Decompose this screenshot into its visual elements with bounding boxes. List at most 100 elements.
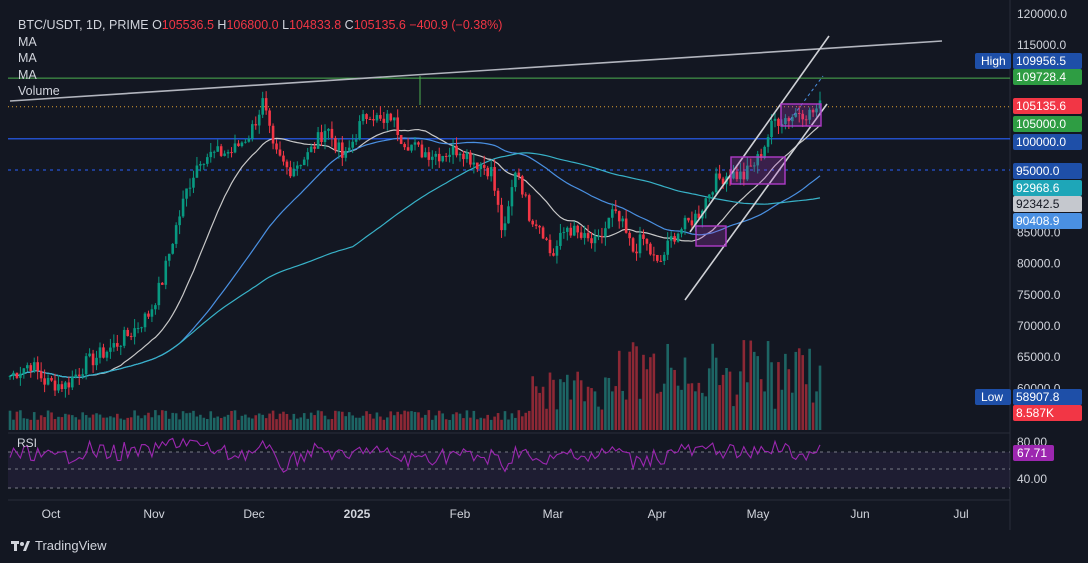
price-tag[interactable]: 105135.6: [1013, 98, 1082, 114]
volume-bar: [219, 418, 223, 430]
price-tag[interactable]: 95000.0: [1013, 163, 1082, 179]
volume-bar: [773, 408, 777, 430]
volume-bar: [330, 418, 334, 430]
volume-bar: [555, 409, 559, 430]
candle: [74, 369, 78, 379]
candle: [334, 135, 337, 154]
channel-lower: [684, 103, 828, 301]
price-tag[interactable]: 8.587K: [1013, 405, 1082, 421]
candle: [268, 108, 271, 134]
candle: [237, 140, 240, 147]
price-tag[interactable]: 109728.4: [1013, 69, 1082, 85]
candle: [514, 171, 517, 192]
price-tag[interactable]: 90408.9: [1013, 213, 1082, 229]
candle: [26, 362, 29, 372]
volume-bar: [77, 419, 81, 430]
volume-bar: [84, 415, 88, 430]
volume-bar: [226, 414, 230, 430]
candle: [451, 138, 455, 164]
volume-bar: [756, 356, 759, 430]
candle: [434, 151, 438, 166]
candle: [323, 124, 327, 150]
candle: [611, 203, 614, 227]
price-tick-label: 70000.0: [1017, 319, 1061, 333]
symbol-label[interactable]: BTC/USDT, 1D, PRIME: [18, 18, 149, 32]
candle: [105, 350, 109, 362]
price-tag[interactable]: 105000.0: [1013, 116, 1082, 132]
candle: [631, 236, 635, 253]
candle: [566, 226, 569, 241]
time-tick-label: Jun: [850, 507, 869, 521]
volume-bar: [247, 417, 251, 430]
volume-bar: [313, 415, 316, 430]
candle: [188, 178, 192, 197]
candle: [507, 200, 510, 224]
consolidation-box-0: [695, 225, 727, 247]
candle: [489, 160, 493, 182]
volume-bar: [302, 413, 306, 430]
rsi-legend[interactable]: RSI: [17, 436, 38, 450]
candle: [109, 338, 112, 359]
volume-bar: [192, 410, 195, 430]
candle: [431, 150, 434, 169]
price-tag[interactable]: 109956.5 High: [975, 53, 1082, 69]
ma-legend-3[interactable]: MA: [18, 67, 37, 82]
candle: [749, 158, 753, 167]
volume-bar: [81, 412, 84, 430]
volume-bar: [593, 391, 597, 430]
volume-bar: [327, 419, 330, 430]
candle: [382, 111, 386, 129]
candle: [711, 191, 714, 201]
candle: [257, 109, 261, 134]
volume-bar: [109, 416, 112, 430]
volume-bar: [462, 418, 465, 430]
volume-bar: [770, 362, 773, 430]
candle: [417, 141, 420, 147]
rsi-value: 67.71: [1017, 446, 1047, 460]
volume-bar: [662, 383, 666, 430]
tradingview-brand[interactable]: TradingView: [11, 538, 107, 553]
candle: [164, 256, 168, 290]
ma-legend-2[interactable]: MA: [18, 51, 37, 66]
price-tag[interactable]: 100000.0: [1013, 134, 1082, 150]
price-tag[interactable]: 92342.5: [1013, 196, 1082, 212]
candle: [680, 227, 683, 238]
volume-bar: [188, 412, 192, 430]
candle: [406, 137, 410, 151]
candle: [593, 229, 597, 252]
candle: [161, 281, 164, 285]
volume-bar: [60, 417, 64, 430]
price-tag[interactable]: 58907.8 Low: [975, 389, 1082, 405]
candle: [365, 113, 368, 124]
volume-bar: [804, 384, 808, 430]
volume-legend[interactable]: Volume: [18, 84, 60, 99]
candle: [794, 107, 798, 118]
volume-bar: [444, 419, 448, 430]
candle: [545, 236, 548, 241]
volume-bar: [766, 341, 770, 430]
volume-group: [8, 340, 822, 430]
candle: [597, 229, 600, 241]
volume-bar: [455, 412, 458, 430]
volume-bar: [659, 391, 663, 430]
candle: [548, 234, 552, 257]
volume-bar: [22, 418, 26, 430]
volume-bar: [282, 411, 285, 430]
volume-bar: [12, 419, 15, 430]
change-value: −400.9 (−0.38%): [409, 18, 503, 32]
volume-bar: [410, 411, 413, 430]
volume-bar: [316, 410, 320, 430]
volume-bar: [562, 382, 566, 430]
price-tag[interactable]: 92968.6: [1013, 180, 1082, 196]
candle: [607, 217, 611, 230]
trendline-upper: [9, 40, 943, 102]
candle: [479, 162, 483, 177]
candle: [437, 147, 441, 168]
volume-bar: [642, 354, 645, 430]
ma-legend-1[interactable]: MA: [18, 34, 37, 49]
candle: [538, 224, 541, 234]
volume-bar: [427, 410, 431, 430]
candle: [541, 225, 545, 240]
